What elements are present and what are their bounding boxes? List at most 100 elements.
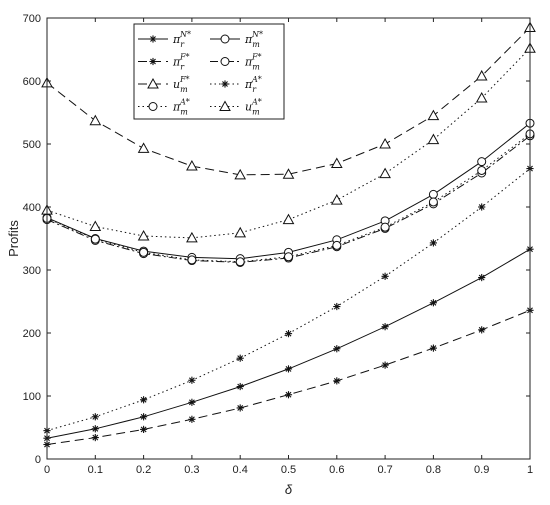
series-5-point-1 (91, 413, 99, 421)
x-ticks: 0 0.1 0.2 0.3 0.4 0.5 0.6 0.7 0.8 0.9 1 (44, 18, 533, 476)
y-axis-label: Profits (6, 220, 21, 257)
series-6-point-3 (187, 255, 197, 265)
legend-item: πrF* (138, 53, 190, 72)
y-tick-label: 600 (23, 76, 41, 88)
legend-label: πmF* (244, 53, 262, 72)
series-0-point-8 (429, 299, 437, 307)
legend-item: πmN* (210, 30, 263, 49)
series-2-point-8 (429, 344, 437, 352)
series-0-point-9 (478, 273, 486, 282)
series-4-point-5 (282, 168, 295, 179)
series-4-point-3 (186, 160, 198, 171)
legend-item: πrN* (138, 30, 191, 49)
series-4-point-8 (427, 109, 440, 121)
x-axis-label: δ (285, 482, 293, 497)
series-6-point-1 (90, 234, 100, 244)
series-7-point-5 (282, 213, 295, 225)
series-4-point-4 (234, 168, 247, 180)
series-4-point-1 (89, 114, 102, 126)
series-5-point-7 (381, 272, 389, 280)
series-0-point-2 (140, 413, 148, 421)
legend-item: umF* (138, 75, 190, 94)
x-tick-label: 0.2 (136, 464, 151, 476)
y-tick-label: 300 (23, 265, 41, 277)
legend-item: πmF* (210, 53, 262, 72)
legend-marker (147, 77, 159, 89)
series-6-point-8 (428, 197, 438, 207)
series-7-point-1 (89, 220, 102, 232)
legend-item: umA* (210, 98, 262, 117)
series-7-point-6 (330, 194, 343, 205)
series-0-point-7 (381, 323, 389, 331)
series-5-point-8 (429, 239, 437, 247)
series-5-point-6 (333, 302, 341, 311)
series-6-point-9 (477, 165, 487, 175)
legend: πrN* πmN* πrF* πmF* umF* πrA* πmA* umA* (133, 23, 285, 120)
legend-label: umF* (173, 75, 190, 94)
legend-marker (149, 35, 157, 43)
legend-marker (221, 80, 229, 88)
series-6-point-6 (332, 240, 342, 250)
series-4-point-9 (475, 69, 488, 81)
y-tick-label: 0 (35, 454, 41, 466)
series-5-point-2 (140, 396, 148, 404)
series-5-point-5 (284, 330, 293, 338)
series-5-point-9 (478, 203, 486, 211)
x-tick-label: 0.8 (426, 464, 441, 476)
series-7-point-8 (427, 133, 440, 145)
legend-item: πmA* (138, 98, 190, 117)
legend-marker (220, 57, 230, 66)
legend-label: πrF* (172, 53, 190, 72)
y-tick-label: 700 (23, 13, 41, 25)
series-2-point-9 (478, 326, 486, 334)
series-7-point-9 (475, 91, 488, 103)
legend-label: πmA* (172, 98, 190, 117)
series-7-point-7 (379, 167, 391, 179)
legend-box (133, 23, 285, 120)
series-5-point-3 (188, 376, 196, 384)
y-tick-label: 500 (23, 139, 41, 151)
series-2-point-6 (333, 377, 341, 385)
series-2-point-1 (91, 433, 99, 442)
series-line-4 (46, 27, 531, 176)
series-5-point-4 (236, 354, 244, 362)
series-2-point-7 (381, 361, 389, 369)
series-4-point-7 (379, 137, 391, 149)
legend-marker (220, 34, 230, 44)
y-tick-label: 400 (23, 202, 41, 214)
series-line-3 (46, 135, 531, 263)
series-7-point-4 (234, 226, 247, 238)
y-tick-label: 200 (23, 328, 41, 340)
legend-label: πrA* (244, 75, 262, 94)
series-2-point-3 (188, 415, 196, 423)
series-0-point-6 (333, 345, 341, 353)
x-tick-label: 0.1 (88, 464, 103, 476)
legend-marker (148, 102, 158, 111)
series-1-point-8 (428, 189, 438, 199)
series-6-point-4 (235, 257, 245, 267)
series-0-point-5 (284, 365, 293, 373)
series-2-point-2 (140, 425, 148, 433)
series-0-point-4 (236, 382, 244, 391)
series-0-point-3 (188, 398, 196, 406)
series-4-point-2 (137, 142, 150, 153)
series-6-point-7 (380, 222, 390, 232)
series-7-point-2 (137, 229, 150, 241)
series-6-point-2 (139, 247, 149, 257)
legend-label: umA* (245, 98, 262, 117)
series-4-point-6 (330, 157, 343, 169)
legend-marker (149, 57, 157, 66)
series-6-point-5 (284, 252, 293, 262)
series-7-point-3 (186, 231, 198, 243)
x-tick-label: 1 (527, 464, 533, 476)
x-tick-label: 0.5 (281, 464, 296, 476)
series-0-point-1 (91, 425, 99, 433)
y-ticks: 0 100 200 300 400 500 600 700 (23, 13, 530, 466)
series-2-point-4 (236, 404, 244, 412)
y-tick-label: 100 (23, 391, 41, 403)
x-tick-label: 0.3 (184, 464, 199, 476)
series-2-point-5 (284, 391, 293, 399)
x-tick-label: 0.6 (329, 464, 344, 476)
legend-label: πmN* (244, 30, 263, 49)
